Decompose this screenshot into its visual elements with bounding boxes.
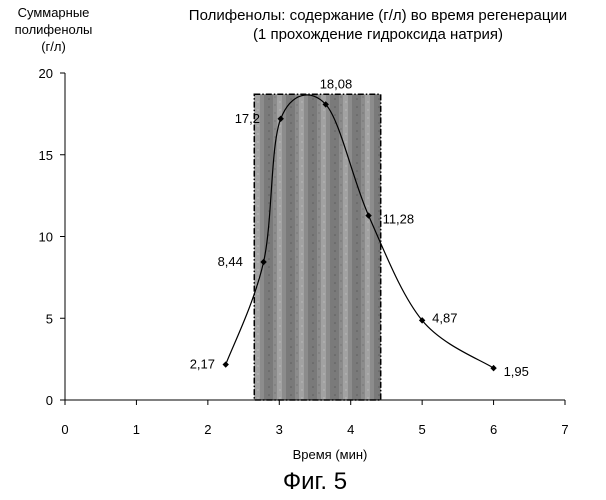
- x-tick-label-5: 5: [419, 422, 426, 437]
- x-tick-label-7: 7: [561, 422, 568, 437]
- y-tick-label-4: 20: [39, 66, 53, 81]
- data-label-1: 8,44: [218, 254, 243, 269]
- y-tick-label-0: 0: [46, 393, 53, 408]
- data-label-0: 2,17: [190, 357, 215, 372]
- x-tick-label-0: 0: [61, 422, 68, 437]
- data-point-6: [490, 365, 496, 371]
- x-axis-title: Время (мин): [240, 447, 420, 462]
- highlight-region: [254, 94, 380, 400]
- x-tick-label-3: 3: [276, 422, 283, 437]
- y-tick-label-2: 10: [39, 230, 53, 245]
- data-label-2: 17,2: [235, 111, 260, 126]
- data-label-5: 4,87: [432, 310, 457, 325]
- data-label-4: 11,28: [383, 212, 415, 227]
- figure-caption: Фиг. 5: [250, 468, 380, 496]
- x-tick-label-4: 4: [347, 422, 354, 437]
- data-point-0: [223, 361, 229, 367]
- data-label-3: 18,08: [320, 76, 353, 91]
- highlight-region-layer: [254, 94, 380, 400]
- y-tick-label-1: 5: [46, 311, 53, 326]
- y-tick-label-3: 15: [39, 148, 53, 163]
- x-tick-label-6: 6: [490, 422, 497, 437]
- data-label-6: 1,95: [504, 364, 529, 379]
- x-tick-label-2: 2: [204, 422, 211, 437]
- x-tick-label-1: 1: [133, 422, 140, 437]
